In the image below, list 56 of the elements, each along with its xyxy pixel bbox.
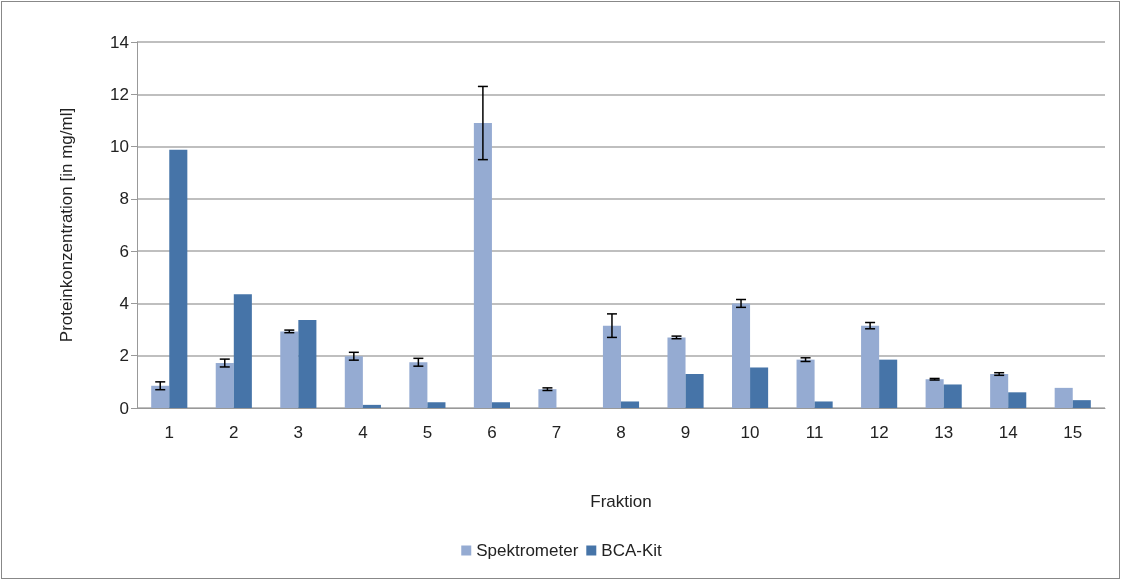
x-tick-label: 9 — [680, 423, 691, 442]
legend-label: BCA-Kit — [601, 541, 663, 560]
bar — [814, 401, 833, 408]
bar — [925, 379, 944, 408]
bar — [298, 319, 317, 408]
bar — [943, 384, 962, 408]
bar — [215, 363, 234, 408]
bar — [990, 374, 1009, 408]
bar — [409, 362, 428, 408]
x-tick-label: 14 — [998, 423, 1018, 442]
x-tick-label: 11 — [805, 423, 824, 442]
bar — [685, 374, 704, 408]
y-tick-label: 14 — [110, 32, 129, 52]
bar — [602, 325, 621, 408]
x-tick-label: 13 — [934, 423, 954, 442]
bar — [796, 359, 815, 408]
bar — [151, 385, 170, 408]
x-tick-label: 5 — [422, 423, 433, 442]
bar — [1072, 400, 1091, 408]
y-tick-label: 12 — [110, 84, 129, 104]
x-tick-label: 15 — [1063, 423, 1083, 442]
bar — [861, 325, 880, 408]
bar — [344, 356, 363, 408]
bar — [538, 389, 557, 408]
x-tick-label: 8 — [616, 423, 626, 442]
x-tick-label: 10 — [740, 423, 760, 442]
bar — [491, 402, 510, 408]
bar — [233, 294, 252, 408]
x-tick-label: 12 — [869, 423, 889, 442]
x-tick-label: 6 — [487, 423, 497, 442]
y-axis-title: Proteinkonzentration [in mg/ml] — [57, 107, 76, 343]
legend-label: Spektrometer — [476, 541, 579, 560]
bar — [750, 367, 769, 408]
x-tick-label: 4 — [358, 423, 368, 442]
x-tick-label: 3 — [293, 423, 304, 442]
y-tick-label: 10 — [110, 137, 129, 157]
bar — [667, 337, 686, 408]
bar — [621, 401, 640, 408]
x-axis-title: Fraktion — [590, 492, 652, 511]
bar — [362, 404, 381, 408]
y-tick-label: 6 — [119, 241, 129, 261]
bar — [1054, 387, 1073, 408]
bar — [169, 149, 188, 408]
bar — [473, 123, 492, 408]
y-tick-label: 4 — [119, 293, 129, 313]
bar — [879, 359, 898, 408]
y-tick-label: 0 — [119, 398, 129, 418]
x-tick-label: 1 — [164, 423, 174, 442]
x-tick-label: 2 — [229, 423, 239, 442]
bar — [427, 402, 446, 408]
bar — [732, 303, 751, 408]
x-tick-label: 7 — [551, 423, 562, 442]
y-tick-label: 8 — [119, 189, 129, 209]
bar — [280, 331, 299, 408]
bar — [1008, 392, 1027, 408]
y-tick-label: 2 — [119, 346, 129, 366]
